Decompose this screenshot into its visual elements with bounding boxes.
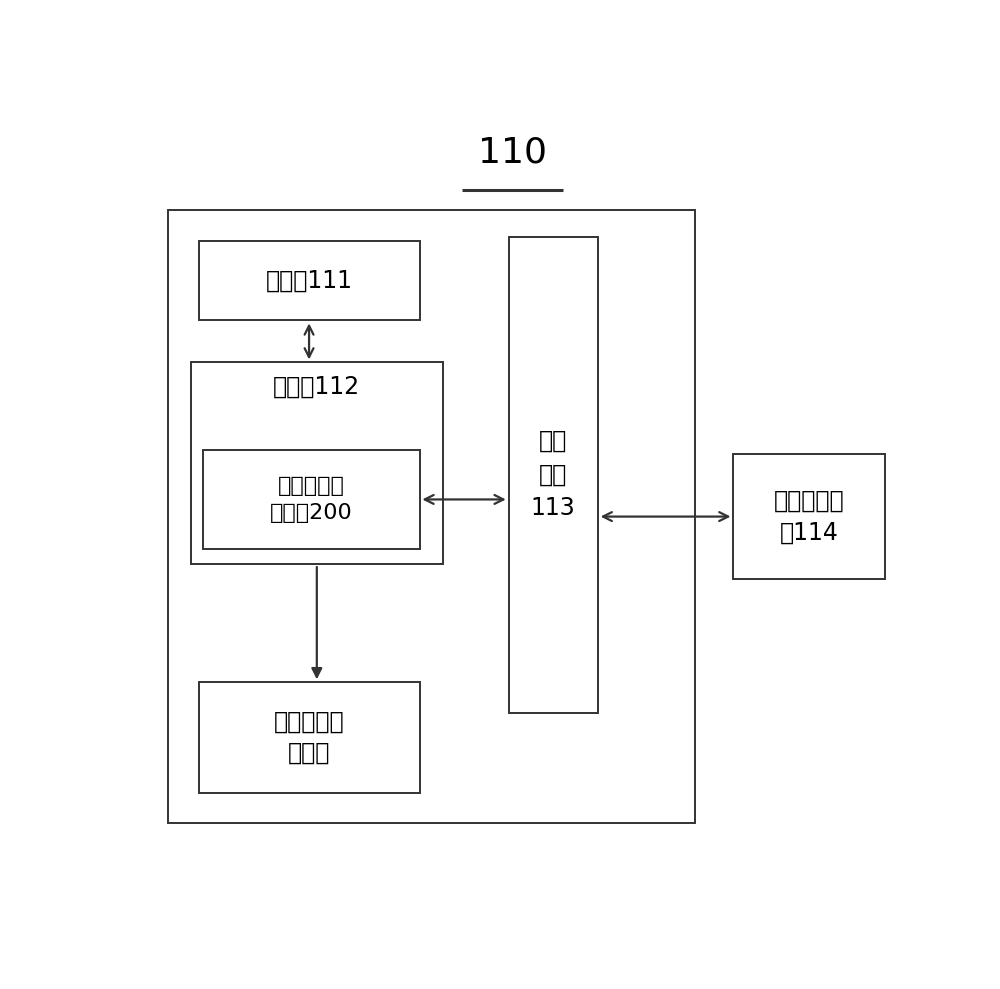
Text: 输入输出单
元114: 输入输出单 元114	[774, 489, 844, 544]
Text: 其他（如传
感器）: 其他（如传 感器）	[274, 710, 344, 765]
Text: 地面云台控
制装置200: 地面云台控 制装置200	[270, 477, 352, 522]
Bar	[509, 236, 598, 713]
Bar	[191, 362, 443, 564]
Text: 外设
接口
113: 外设 接口 113	[531, 429, 576, 520]
Bar	[168, 210, 695, 823]
Text: 处理器112: 处理器112	[273, 375, 360, 399]
Bar	[202, 450, 420, 549]
Text: 存储器111: 存储器111	[266, 268, 353, 293]
Text: 110: 110	[478, 135, 547, 170]
Bar	[733, 454, 885, 580]
Bar	[199, 240, 420, 320]
Bar	[199, 682, 420, 792]
